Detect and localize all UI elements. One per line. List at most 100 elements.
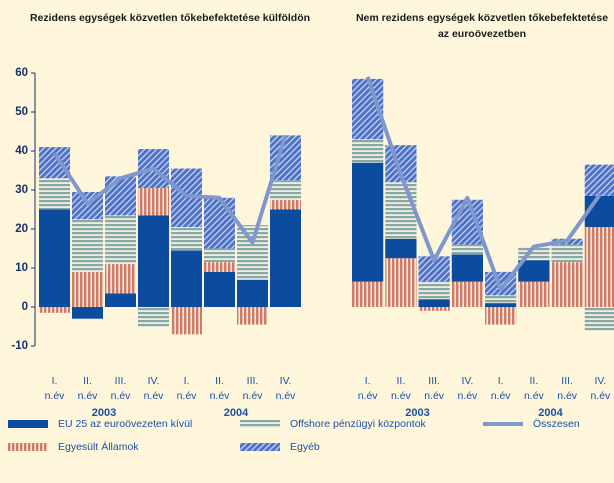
legend-label: Offshore pénzügyi központok bbox=[290, 418, 427, 430]
bar-segment bbox=[351, 281, 384, 307]
year-label: 2003 bbox=[92, 407, 116, 419]
bar-segment bbox=[269, 209, 302, 307]
bar-segment bbox=[584, 227, 614, 307]
x-tick-label: II. bbox=[83, 375, 92, 387]
x-tick-label: n.év bbox=[45, 390, 66, 402]
x-tick-label: n.év bbox=[78, 390, 99, 402]
x-tick-label: IV. bbox=[280, 375, 292, 387]
legend-label: EU 25 az euroövezeten kívül bbox=[58, 418, 192, 430]
y-tick-label: -10 bbox=[11, 340, 28, 352]
bar-segment bbox=[137, 215, 170, 307]
bar-segment bbox=[71, 219, 104, 272]
x-tick-label: n.év bbox=[491, 390, 512, 402]
y-tick-label: 20 bbox=[15, 223, 28, 235]
bar-segment bbox=[451, 244, 484, 255]
x-tick-label: III. bbox=[247, 375, 259, 387]
bar-segment bbox=[418, 299, 450, 307]
year-label: 2003 bbox=[405, 407, 429, 419]
x-tick-label: III. bbox=[428, 375, 440, 387]
bar-segment bbox=[203, 197, 236, 249]
bar-segment bbox=[38, 147, 71, 179]
bar-segment bbox=[104, 293, 137, 307]
bar-segment bbox=[71, 271, 104, 307]
bar-segment bbox=[104, 215, 137, 265]
bar-segment bbox=[104, 264, 137, 294]
bar-segment bbox=[551, 244, 583, 263]
bar-segment bbox=[38, 307, 71, 313]
bar-segment bbox=[418, 307, 450, 311]
x-tick-label: n.év bbox=[243, 390, 264, 402]
x-tick-label: n.év bbox=[276, 390, 297, 402]
bar-segment bbox=[451, 281, 484, 307]
bar-segment bbox=[203, 271, 236, 307]
bar-segment bbox=[137, 188, 170, 216]
bar-segment bbox=[170, 307, 203, 335]
chart-title: Nem rezidens egységek közvetlen tőkebefe… bbox=[356, 12, 608, 24]
bar-segment bbox=[203, 262, 236, 272]
year-label: 2004 bbox=[224, 407, 249, 419]
bar-segment bbox=[584, 307, 614, 331]
bar-segment bbox=[518, 260, 550, 282]
bar-segment bbox=[38, 209, 71, 307]
bar-segment bbox=[269, 199, 302, 210]
bar-segment bbox=[236, 279, 269, 307]
chart-title: az euroövezetben bbox=[438, 28, 526, 40]
bar-segment bbox=[551, 262, 583, 307]
x-tick-label: n.év bbox=[210, 390, 231, 402]
year-label: 2004 bbox=[538, 407, 563, 419]
bar-segment bbox=[38, 178, 71, 210]
x-tick-label: n.év bbox=[391, 390, 412, 402]
bar-segment bbox=[584, 164, 614, 196]
legend-label: Egyéb bbox=[290, 441, 320, 453]
x-tick-label: n.év bbox=[144, 390, 165, 402]
legend-label: Összesen bbox=[533, 418, 580, 430]
x-tick-label: n.év bbox=[590, 390, 611, 402]
x-tick-label: n.év bbox=[524, 390, 545, 402]
x-tick-label: III. bbox=[561, 375, 573, 387]
x-tick-label: IV. bbox=[148, 375, 160, 387]
bar-segment bbox=[203, 248, 236, 263]
legend-label: Egyesült Államok bbox=[58, 440, 139, 453]
bar-segment bbox=[137, 307, 170, 327]
bar-segment bbox=[351, 139, 384, 163]
x-tick-label: IV. bbox=[461, 375, 473, 387]
x-tick-label: IV. bbox=[594, 375, 606, 387]
bar-segment bbox=[269, 180, 302, 200]
bar-segment bbox=[385, 258, 417, 307]
x-tick-label: II. bbox=[215, 375, 224, 387]
x-tick-label: II. bbox=[396, 375, 405, 387]
bar-segment bbox=[484, 303, 517, 307]
bar-segment bbox=[71, 307, 104, 319]
total-line bbox=[365, 76, 603, 292]
x-tick-label: n.év bbox=[557, 390, 578, 402]
bar-segment bbox=[236, 225, 269, 280]
x-tick-label: I. bbox=[52, 375, 58, 387]
bar-segment bbox=[451, 254, 484, 282]
legend-swatch bbox=[240, 443, 280, 451]
x-tick-label: II. bbox=[529, 375, 538, 387]
bar-segment bbox=[385, 182, 417, 239]
x-tick-label: n.év bbox=[111, 390, 132, 402]
bar-segment bbox=[418, 281, 450, 300]
legend-swatch bbox=[8, 420, 48, 428]
x-tick-label: III. bbox=[115, 375, 127, 387]
chart-title: Rezidens egységek közvetlen tőkebefektet… bbox=[30, 12, 310, 24]
bar-segment bbox=[518, 281, 550, 307]
y-tick-label: 40 bbox=[15, 145, 28, 157]
y-tick-label: 60 bbox=[15, 67, 28, 79]
bar-segment bbox=[170, 227, 203, 251]
x-tick-label: I. bbox=[365, 375, 371, 387]
x-tick-label: n.év bbox=[358, 390, 379, 402]
bar-segment bbox=[236, 307, 269, 325]
y-tick-label: 10 bbox=[15, 262, 28, 274]
x-tick-label: n.év bbox=[177, 390, 198, 402]
bar-segment bbox=[351, 162, 384, 282]
y-tick-label: 0 bbox=[22, 301, 28, 313]
legend-swatch bbox=[8, 443, 48, 451]
total-line bbox=[52, 134, 288, 245]
bar-segment bbox=[104, 176, 137, 216]
x-tick-label: n.év bbox=[424, 390, 445, 402]
x-tick-label: n.év bbox=[457, 390, 478, 402]
x-tick-label: I. bbox=[184, 375, 190, 387]
